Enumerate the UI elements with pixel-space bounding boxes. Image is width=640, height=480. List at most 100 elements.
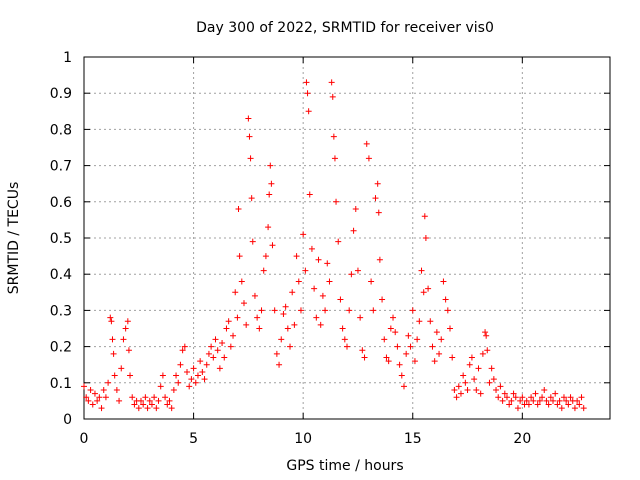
data-point-marker xyxy=(203,361,210,368)
data-point-marker xyxy=(387,325,394,332)
data-point-marker xyxy=(236,253,243,260)
data-point-marker xyxy=(188,376,195,383)
data-point-marker xyxy=(201,376,208,383)
data-point-marker xyxy=(116,397,123,404)
data-point-marker xyxy=(164,401,171,408)
data-point-marker xyxy=(370,307,377,314)
data-point-marker xyxy=(170,387,177,394)
data-point-marker xyxy=(100,387,107,394)
data-point-marker xyxy=(89,401,96,408)
data-point-marker xyxy=(223,325,230,332)
data-point-marker xyxy=(225,318,232,325)
data-point-marker xyxy=(293,253,300,260)
data-point-marker xyxy=(131,401,138,408)
data-point-marker xyxy=(346,307,353,314)
data-point-marker xyxy=(205,350,212,357)
data-point-marker xyxy=(234,314,241,321)
grid-lines xyxy=(84,57,610,419)
data-point-marker xyxy=(289,289,296,296)
data-point-marker xyxy=(365,155,372,162)
data-point-marker xyxy=(267,162,274,169)
y-tick-label: 0.3 xyxy=(50,303,72,319)
data-point-marker xyxy=(105,379,112,386)
data-point-marker xyxy=(488,365,495,372)
data-point-marker xyxy=(109,336,116,343)
data-point-marker xyxy=(333,198,340,205)
chart-title: Day 300 of 2022, SRMTID for receiver vis… xyxy=(196,20,494,36)
data-point-marker xyxy=(350,227,357,234)
data-point-marker xyxy=(322,307,329,314)
data-point-marker xyxy=(532,390,539,397)
data-point-marker xyxy=(495,394,502,401)
data-point-marker xyxy=(303,79,310,86)
data-point-marker xyxy=(403,350,410,357)
data-point-marker xyxy=(129,394,136,401)
data-point-marker xyxy=(91,390,98,397)
data-point-marker xyxy=(554,401,561,408)
data-point-marker xyxy=(177,361,184,368)
data-point-marker xyxy=(85,397,92,404)
x-tick-label: 5 xyxy=(189,431,198,447)
data-point-marker xyxy=(210,354,217,361)
data-point-marker xyxy=(429,343,436,350)
data-point-marker xyxy=(376,256,383,263)
data-point-marker xyxy=(268,180,275,187)
data-point-marker xyxy=(381,336,388,343)
data-point-marker xyxy=(563,397,570,404)
data-point-marker xyxy=(324,260,331,267)
data-point-marker xyxy=(436,350,443,357)
data-point-marker xyxy=(499,397,506,404)
data-point-marker xyxy=(173,372,180,379)
data-point-marker xyxy=(394,343,401,350)
data-point-marker xyxy=(175,379,182,386)
data-point-marker xyxy=(260,267,267,274)
data-point-marker xyxy=(276,361,283,368)
data-point-marker xyxy=(245,115,252,122)
data-point-marker xyxy=(536,397,543,404)
data-point-marker xyxy=(194,372,201,379)
data-point-marker xyxy=(565,401,572,408)
data-point-marker xyxy=(232,289,239,296)
data-point-marker xyxy=(280,311,287,318)
data-point-marker xyxy=(471,376,478,383)
data-point-marker xyxy=(418,267,425,274)
data-point-marker xyxy=(361,354,368,361)
data-point-marker xyxy=(258,307,265,314)
data-point-marker xyxy=(313,314,320,321)
data-point-marker xyxy=(379,296,386,303)
data-point-marker xyxy=(328,79,335,86)
data-point-marker xyxy=(409,307,416,314)
data-point-marker xyxy=(254,314,261,321)
data-point-marker xyxy=(186,383,193,390)
data-point-marker xyxy=(528,394,535,401)
x-tick-label: 10 xyxy=(294,431,312,447)
data-point-marker xyxy=(438,336,445,343)
data-point-marker xyxy=(146,397,153,404)
data-point-marker xyxy=(466,361,473,368)
data-point-marker xyxy=(297,307,304,314)
data-point-marker xyxy=(525,401,532,408)
data-point-marker xyxy=(486,379,493,386)
data-point-marker xyxy=(291,321,298,328)
data-point-marker xyxy=(497,383,504,390)
data-point-marker xyxy=(216,365,223,372)
data-point-marker xyxy=(110,350,117,357)
data-point-marker xyxy=(578,394,585,401)
data-point-marker xyxy=(383,354,390,361)
data-point-marker xyxy=(359,347,366,354)
data-point-marker xyxy=(368,278,375,285)
data-point-marker xyxy=(462,379,469,386)
data-point-marker xyxy=(278,336,285,343)
data-point-marker xyxy=(305,108,312,115)
data-point-marker xyxy=(363,140,370,147)
data-point-marker xyxy=(490,376,497,383)
data-point-marker xyxy=(144,405,151,412)
data-point-marker xyxy=(510,390,517,397)
data-point-marker xyxy=(503,394,510,401)
data-point-marker xyxy=(124,318,131,325)
data-point-marker xyxy=(157,383,164,390)
data-point-marker xyxy=(440,278,447,285)
data-point-marker xyxy=(425,285,432,292)
data-point-marker xyxy=(337,296,344,303)
x-axis-label: GPS time / hours xyxy=(286,458,403,474)
